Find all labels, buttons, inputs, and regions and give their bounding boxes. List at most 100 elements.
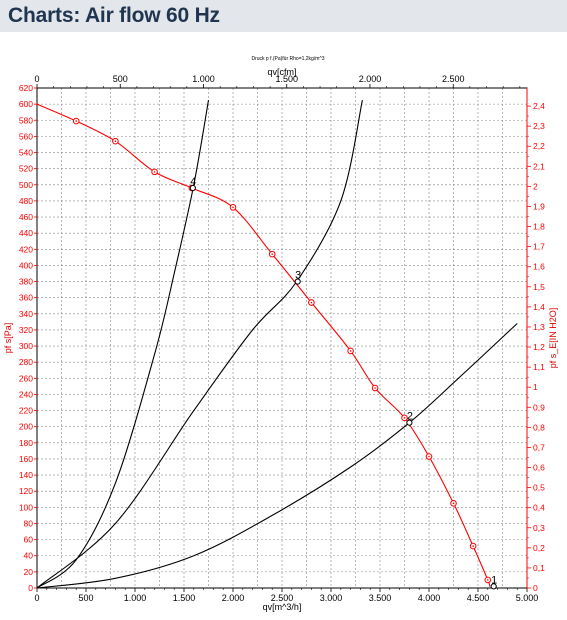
y-left-tick-label: 160	[19, 454, 33, 464]
y-right-tick-label: 1,8	[533, 222, 545, 232]
x-bottom-tick-label: 1.000	[124, 593, 147, 603]
operating-point-marker	[189, 184, 196, 192]
y-left-tick-label: 200	[19, 422, 33, 432]
fan-curve-point-dot	[310, 301, 313, 304]
x-bottom-axis-label: qv[m^3/h]	[263, 602, 302, 612]
y-left-tick-label: 400	[19, 260, 33, 270]
x-bottom-tick-label: 5.000	[516, 593, 539, 603]
y-right-tick-label: 2	[533, 181, 538, 191]
y-left-tick-label: 600	[19, 99, 33, 109]
x-bottom-tick-label: 3.500	[369, 593, 392, 603]
chart-markers: 4 3 2 1	[72, 117, 497, 590]
y-right-tick-label: 0,7	[533, 442, 545, 452]
y-right-tick-label: 1,2	[533, 342, 545, 352]
y-left-tick-label: 520	[19, 164, 33, 174]
x-bottom-tick-label: 4.500	[467, 593, 490, 603]
y-right-tick-label: 0,8	[533, 422, 545, 432]
y-right-tick-label: 2,4	[533, 101, 545, 111]
operating-point-label: 2	[407, 411, 413, 423]
y-left-tick-label: 300	[19, 341, 33, 351]
y-left-tick-label: 420	[19, 244, 33, 254]
y-left-tick-label: 120	[19, 486, 33, 496]
y-left-tick-label: 40	[24, 551, 34, 561]
y-left-tick-label: 60	[24, 535, 34, 545]
x-top-tick-label: 500	[113, 74, 128, 84]
y-right-tick-label: 1,6	[533, 262, 545, 272]
y-right-tick-label: 2,3	[533, 121, 545, 131]
operating-point-marker	[294, 278, 301, 285]
y-left-tick-label: 380	[19, 277, 33, 287]
y-right-tick-label: 0,3	[533, 523, 545, 533]
air-flow-chart: Druck p f.(Pa)für Rho=1,2kg/m^3 0 500 1.00…	[3, 56, 558, 612]
x-bottom-tick-label: 4.000	[418, 593, 441, 603]
chart-series	[36, 99, 518, 589]
fan-curve-point-dot	[487, 579, 489, 581]
y-left-tick-label: 140	[19, 470, 33, 480]
y-left-tick-label: 620	[19, 83, 33, 93]
y-right-tick-label: 1,4	[533, 302, 545, 312]
y-left-tick-label: 80	[24, 518, 34, 528]
y-left-tick-label: 360	[19, 293, 33, 303]
fan-curve-point-dot	[114, 140, 117, 143]
y-left-tick-label: 560	[19, 131, 33, 141]
y-right-axis-label: pf s_E[IN H2O]	[548, 308, 558, 369]
fan-curve-point-dot	[452, 502, 455, 505]
operating-point-marker	[490, 583, 497, 590]
y-right-tick-label: 1,9	[533, 201, 545, 211]
y-right-tick-label: 0,6	[533, 463, 545, 473]
operating-point-label: 3	[295, 270, 301, 282]
y-left-tick-label: 440	[19, 228, 33, 238]
operating-point-marker	[406, 419, 413, 426]
fan-curve-point-dot	[232, 206, 234, 209]
y-left-tick-label: 320	[19, 325, 33, 335]
fan-curve-point-dot	[374, 387, 376, 389]
x-top-tick-label: 2.000	[359, 74, 382, 84]
fan-curve-point-dot	[403, 417, 406, 419]
operating-point-label: 4	[190, 176, 196, 188]
y-right-tick-label: 1,7	[533, 242, 545, 252]
y-left-tick-label: 220	[19, 406, 33, 416]
x-bottom-tick-label: 1.500	[173, 593, 196, 603]
y-left-tick-label: 180	[19, 438, 33, 448]
y-left-tick-label: 280	[19, 357, 33, 367]
y-right-tick-label: 2,1	[533, 161, 545, 171]
y-right-tick-label: 1	[533, 382, 538, 392]
operating-point-label: 1	[491, 574, 497, 586]
y-left-tick-label: 480	[19, 196, 33, 206]
y-left-tick-label: 0	[28, 583, 33, 593]
x-bottom-tick-label: 2.500	[271, 593, 294, 603]
x-top-tick-label: 0	[34, 74, 39, 84]
x-top-tick-label: 2.500	[442, 74, 465, 84]
system-curve-3	[36, 323, 518, 589]
x-top-tick-label: 1.000	[192, 74, 215, 84]
x-top-tick-label: 1.500	[275, 74, 298, 84]
y-right-tick-label: 1,3	[533, 322, 545, 332]
y-right-tick-label: 0	[533, 583, 538, 593]
x-bottom-tick-label: 2.000	[222, 593, 245, 603]
y-left-axis-label: pf s[Pa]	[3, 323, 13, 354]
fan-curve-point-dot	[153, 171, 156, 173]
y-right-tick-label: 2,2	[533, 141, 545, 151]
y-left-tick-label: 20	[24, 567, 34, 577]
page-title: Charts: Air flow 60 Hz	[8, 4, 220, 27]
y-right-tick-label: 0,9	[533, 402, 545, 412]
page-header: Charts: Air flow 60 Hz	[0, 0, 567, 32]
y-right-tick-label: 0,4	[533, 503, 545, 513]
y-left-tick-label: 460	[19, 212, 33, 222]
fan-curve-point-dot	[75, 120, 77, 122]
y-right-tick-label: 0,2	[533, 543, 545, 553]
y-left-tick-label: 500	[19, 180, 33, 190]
y-left-tick-label: 340	[19, 309, 33, 319]
fan-curve-point-dot	[271, 253, 274, 255]
x-top-axis-label: qv[cfm]	[267, 67, 296, 77]
system-curve-2	[36, 99, 363, 589]
y-left-tick-label: 540	[19, 148, 33, 158]
y-right-tick-label: 0,5	[533, 483, 545, 493]
y-left-tick-label: 260	[19, 373, 33, 383]
y-left-tick-label: 580	[19, 115, 33, 125]
chart-subtitle: Druck p f.(Pa)für Rho=1,2kg/m^3	[251, 56, 324, 62]
y-right-tick-label: 0,1	[533, 563, 545, 573]
y-right-tick-label: 1,5	[533, 282, 545, 292]
fan-curve	[36, 103, 491, 587]
y-left-tick-label: 240	[19, 389, 33, 399]
